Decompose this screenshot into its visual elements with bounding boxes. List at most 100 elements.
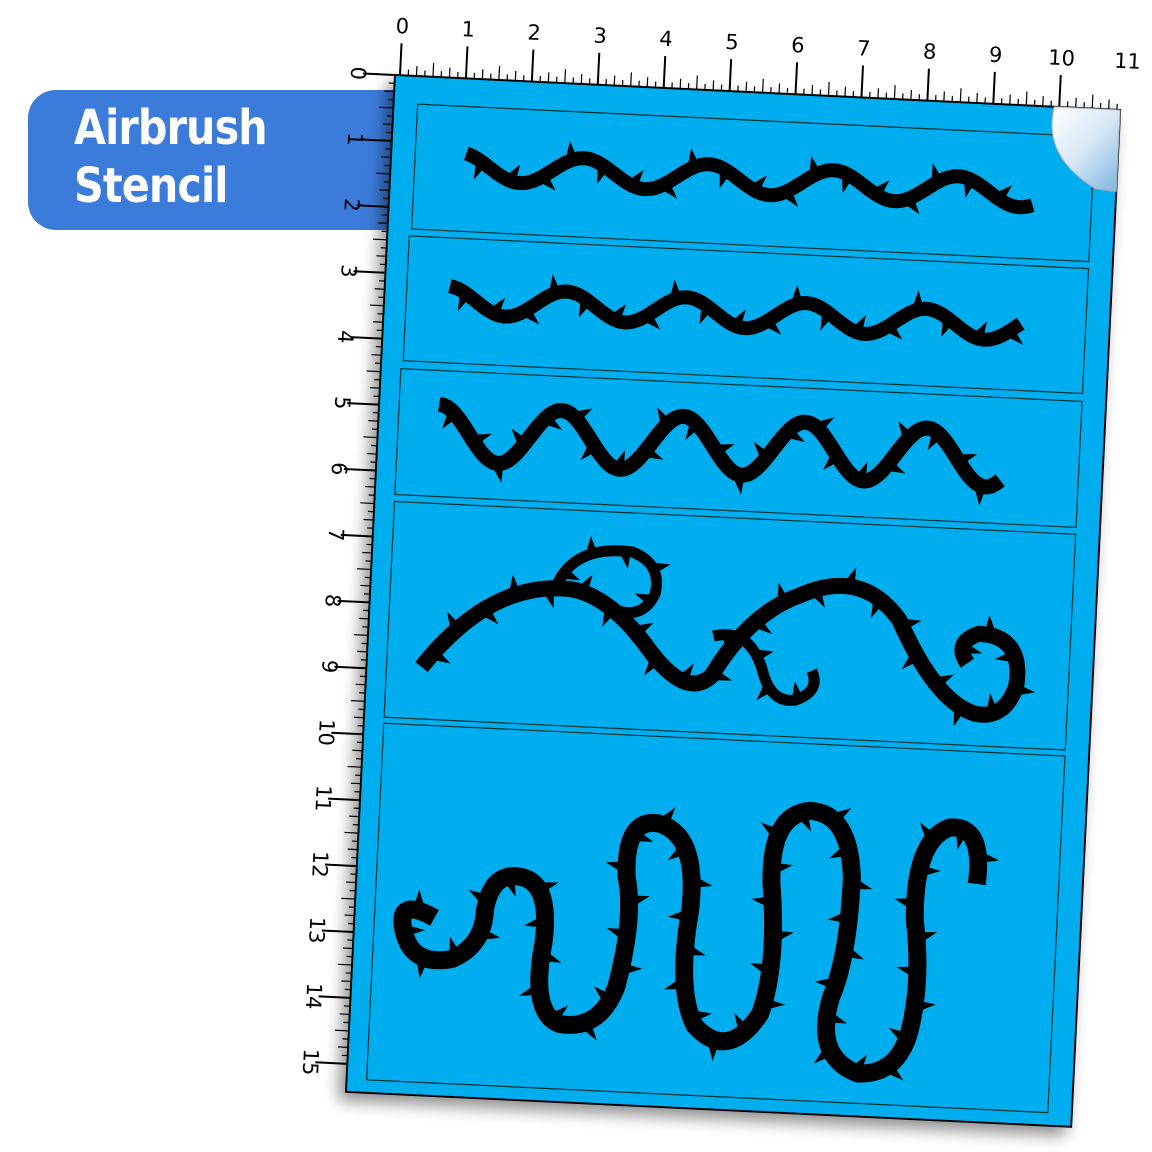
- thorn: [959, 454, 978, 463]
- thorn: [874, 180, 890, 194]
- ruler-tick: [344, 831, 359, 834]
- ruler-tick: [376, 172, 391, 175]
- ruler-number: 2: [339, 198, 364, 213]
- thorn: [545, 951, 562, 963]
- ruler-number: 4: [333, 330, 358, 345]
- stencil-panel-5: [365, 722, 1066, 1114]
- stencil-panel-4: [383, 500, 1077, 751]
- thorn: [809, 155, 819, 173]
- thorn: [777, 582, 787, 601]
- thorn: [543, 592, 554, 609]
- ruler-tick: [662, 55, 667, 89]
- thorn: [690, 945, 706, 956]
- ruler-tick: [373, 238, 388, 241]
- ruler-tick: [321, 929, 354, 934]
- ruler-top-edge: [369, 73, 1121, 111]
- thorn: [919, 1001, 936, 1012]
- thorn: [967, 643, 983, 654]
- ruler-tick: [343, 468, 376, 472]
- ruler-number: 1: [343, 132, 368, 147]
- thorn: [492, 467, 503, 483]
- thorn: [566, 140, 576, 158]
- ruler-tick: [630, 72, 632, 87]
- ruler-tick: [331, 731, 364, 736]
- thorn: [845, 567, 857, 583]
- thorn: [787, 430, 805, 443]
- top-ruler: 0 1 2 3 4 5 6 7 8 9 10 11: [369, 14, 1141, 111]
- ruler-tick: [363, 436, 378, 439]
- ruler-number: 7: [323, 527, 348, 542]
- ruler-number: 10: [1048, 45, 1076, 70]
- ruler-number: 15: [298, 1048, 323, 1076]
- thorn: [670, 279, 680, 297]
- ruler-number: 2: [527, 20, 542, 45]
- thorn-vine: [550, 545, 662, 619]
- thorn: [856, 879, 873, 890]
- thorn: [941, 319, 951, 338]
- thorn: [904, 618, 922, 628]
- thorn: [733, 478, 744, 495]
- thorn: [660, 807, 676, 823]
- thorn: [888, 1027, 904, 1042]
- thorn: [812, 592, 825, 608]
- thorn: [783, 193, 799, 207]
- thorn: [449, 936, 459, 955]
- ruler-number: 6: [327, 462, 352, 477]
- ruler-number: 3: [336, 264, 361, 279]
- ruler-tick: [794, 62, 799, 95]
- ruler-number: 13: [304, 916, 329, 944]
- thorn: [433, 652, 451, 664]
- ruler-number: 7: [857, 36, 872, 61]
- thorn: [679, 663, 694, 679]
- thorn: [776, 863, 793, 874]
- title-line-2: Stencil: [74, 158, 228, 214]
- thorn: [852, 1054, 868, 1070]
- ruler-tick: [337, 599, 370, 604]
- ruler-number: 5: [330, 396, 355, 411]
- ruler-tick: [893, 85, 896, 100]
- ruler-tick: [1025, 91, 1028, 106]
- thorn: [923, 866, 941, 877]
- thorn: [473, 162, 484, 180]
- thorn-vine: [446, 279, 1025, 347]
- product-title-badge: Airbrush Stencil: [28, 90, 408, 230]
- ruler-number: 5: [725, 30, 740, 55]
- thorn: [708, 1043, 718, 1062]
- thorn: [905, 200, 920, 215]
- ruler-tick: [318, 995, 351, 999]
- thorn: [575, 408, 593, 420]
- ruler-tick: [334, 665, 367, 670]
- thorn: [912, 290, 923, 307]
- ruler-tick: [860, 65, 864, 98]
- ruler-tick: [360, 502, 375, 505]
- thorn: [580, 444, 594, 461]
- thorn: [760, 822, 776, 838]
- thorn: [540, 882, 559, 891]
- ruler-tick: [827, 81, 830, 96]
- thorn: [1017, 685, 1036, 696]
- ruler-tick: [366, 370, 381, 373]
- ruler-tick: [315, 1061, 348, 1065]
- ruler-tick: [340, 533, 373, 538]
- thorn: [685, 423, 697, 440]
- thorn: [888, 463, 906, 474]
- thorn: [778, 930, 795, 941]
- stencil-panel-2: [402, 235, 1090, 395]
- ruler-tick: [728, 59, 733, 92]
- thorn: [447, 611, 458, 629]
- ruler-tick: [324, 863, 357, 868]
- ruler-tick: [350, 699, 365, 702]
- thorn: [457, 293, 468, 312]
- thorn: [755, 621, 773, 634]
- thorn: [625, 964, 643, 975]
- thorn: [549, 274, 559, 291]
- thorn: [644, 316, 661, 330]
- ruler-number: 9: [317, 659, 342, 674]
- thorn-vine: [712, 629, 820, 706]
- ruler-number: 0: [395, 14, 410, 39]
- ruler-tick: [992, 71, 996, 104]
- thorn: [645, 449, 664, 460]
- thorn: [927, 433, 939, 451]
- thorn: [606, 928, 623, 939]
